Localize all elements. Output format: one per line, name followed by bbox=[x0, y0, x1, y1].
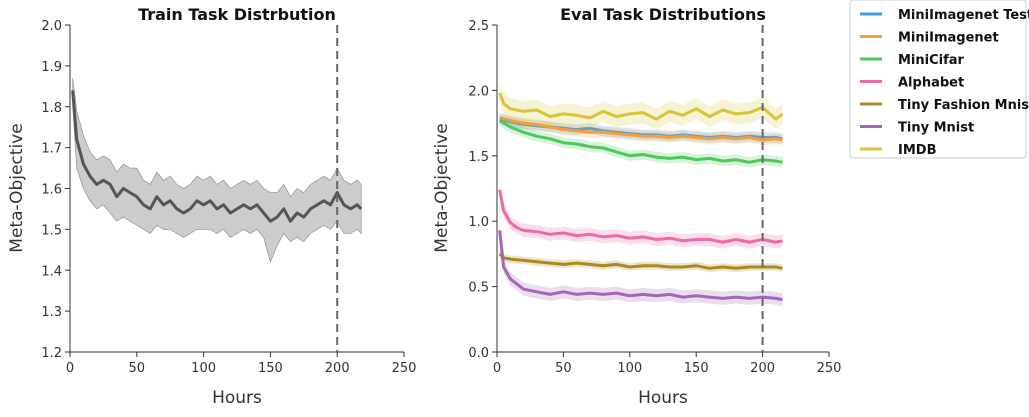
eval-chart-title: Eval Task Distributions bbox=[560, 5, 766, 24]
eval-y-tick-label: 1.5 bbox=[468, 150, 489, 165]
eval-y-axis-label: Meta-Objective bbox=[432, 123, 452, 252]
eval-axes: 0 50 100 150 200 250 0.0 0.5 1.0 1.5 2.0 2.5 bbox=[468, 19, 841, 376]
train-y-tick-label: 1.3 bbox=[41, 305, 62, 320]
legend-label-imdb: IMDB bbox=[898, 143, 936, 158]
eval-x-tick-label: 50 bbox=[555, 361, 572, 376]
alphabet-line bbox=[498, 189, 783, 244]
train-y-tick-label: 2.0 bbox=[41, 19, 62, 34]
train-series-line bbox=[71, 90, 363, 223]
train-series-band bbox=[72, 78, 362, 264]
train-x-axis-label: Hours bbox=[212, 388, 262, 408]
alphabet-band bbox=[499, 183, 783, 249]
train-y-tick-label: 1.4 bbox=[41, 264, 62, 279]
eval-y-tick-label: 0.0 bbox=[468, 346, 489, 361]
legend-label-miniimagenet: MiniImagenet bbox=[898, 31, 999, 46]
eval-x-tick-label: 150 bbox=[684, 361, 709, 376]
train-chart-title: Train Task Distrbution bbox=[138, 5, 336, 24]
train-x-tick-label: 0 bbox=[66, 361, 74, 376]
legend-label-minicifar: MiniCifar bbox=[898, 53, 965, 68]
tiny-fashion-mnist-line bbox=[498, 252, 783, 270]
legend-label-tiny-fashion-mnist: Tiny Fashion Mnist bbox=[898, 98, 1029, 113]
train-y-tick-label: 1.7 bbox=[41, 142, 62, 157]
legend-label-miniimagenet-test: MiniImagenet Test bbox=[898, 8, 1029, 23]
train-x-tick-label: 50 bbox=[129, 361, 146, 376]
train-y-tick-label: 1.2 bbox=[41, 346, 62, 361]
eval-x-tick-label: 200 bbox=[750, 361, 775, 376]
train-chart: Train Task Distrbution Hours Meta-Object… bbox=[7, 5, 416, 408]
train-y-tick-label: 1.5 bbox=[41, 223, 62, 238]
eval-x-tick-label: 0 bbox=[493, 361, 501, 376]
minicifar-band bbox=[499, 115, 783, 168]
eval-x-tick-label: 100 bbox=[617, 361, 642, 376]
train-x-tick-label: 100 bbox=[191, 361, 216, 376]
eval-chart: Eval Task Distributions Hours Meta-Objec… bbox=[432, 5, 841, 408]
eval-y-tick-label: 2.5 bbox=[468, 19, 489, 34]
eval-x-axis-label: Hours bbox=[638, 388, 688, 408]
eval-y-tick-label: 2.0 bbox=[468, 84, 489, 99]
train-x-tick-label: 150 bbox=[258, 361, 283, 376]
eval-x-tick-label: 250 bbox=[817, 361, 842, 376]
legend: MiniImagenet Test MiniImagenet MiniCifar Al… bbox=[849, 0, 1029, 159]
eval-y-tick-label: 0.5 bbox=[468, 281, 489, 296]
train-y-axis-label: Meta-Objective bbox=[7, 123, 27, 252]
tiny-mnist-line bbox=[498, 230, 783, 302]
imdb-line bbox=[498, 92, 784, 121]
legend-frame bbox=[849, 0, 1027, 159]
train-axes: 0 50 100 150 200 250 1.2 1.3 1.4 1.5 1.6 1.7 1.8 1.9 2… bbox=[41, 19, 416, 376]
train-y-tick-label: 1.9 bbox=[41, 60, 62, 75]
minicifar-line bbox=[498, 119, 783, 164]
eval-y-tick-label: 1.0 bbox=[468, 215, 489, 230]
legend-label-alphabet: Alphabet bbox=[898, 76, 964, 91]
train-plot-area bbox=[71, 25, 363, 352]
miniimagenet-line bbox=[499, 116, 783, 142]
train-x-tick-label: 250 bbox=[392, 361, 417, 376]
legend-label-tiny-mnist: Tiny Mnist bbox=[898, 121, 974, 136]
train-y-tick-label: 1.8 bbox=[41, 101, 62, 116]
train-x-tick-label: 200 bbox=[325, 361, 350, 376]
imdb-band bbox=[499, 82, 783, 130]
train-y-tick-label: 1.6 bbox=[41, 183, 62, 198]
eval-plot-area bbox=[498, 25, 784, 352]
